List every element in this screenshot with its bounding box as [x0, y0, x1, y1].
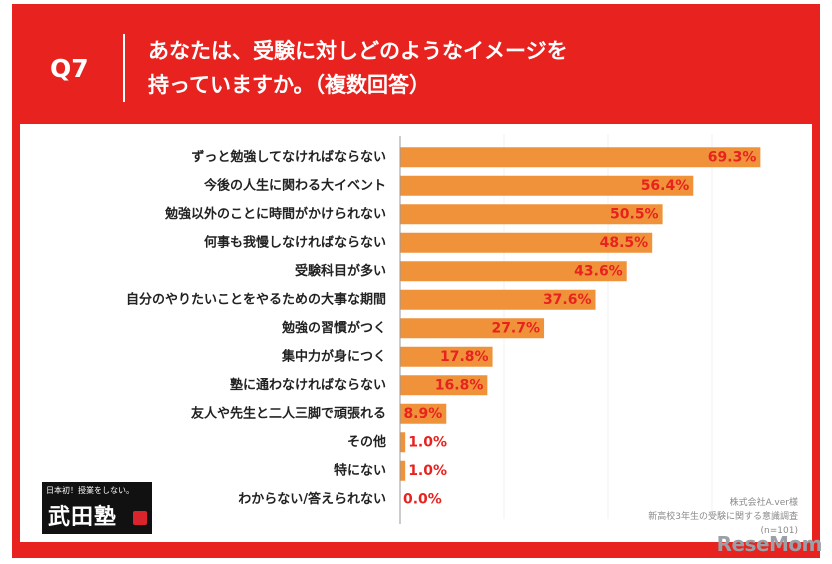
- logo-tagline: 日本初！授業をしない。: [46, 486, 134, 495]
- value-label: 16.8%: [435, 377, 484, 393]
- category-label: わからない/答えられない: [238, 491, 386, 507]
- question-title-line1: あなたは、受験に対しどのようなイメージを: [148, 39, 568, 63]
- bar: [400, 460, 406, 481]
- source-line1: 株式会社A.ver様: [729, 498, 798, 508]
- bar: [400, 346, 493, 367]
- question-title-line2: 持っていますか。（複数回答）: [148, 73, 431, 97]
- category-label: 特にない: [334, 462, 386, 478]
- category-label: 自分のやりたいことをやるための大事な期間: [126, 291, 386, 307]
- logo-seal-icon: [133, 511, 147, 525]
- value-label: 0.0%: [403, 491, 442, 507]
- bar: [400, 147, 761, 168]
- value-label: 27.7%: [491, 320, 540, 336]
- logo-name: 武田塾: [48, 504, 118, 530]
- category-label: 集中力が身につく: [281, 348, 386, 364]
- value-label: 50.5%: [610, 206, 659, 222]
- bar: [400, 289, 596, 310]
- source-note: 株式会社A.ver様 新高校3年生の受験に関する意識調査 (n=101): [648, 496, 798, 538]
- category-label: 塾に通わなければならない: [230, 377, 386, 393]
- brand-logo: 日本初！授業をしない。 武田塾: [42, 482, 152, 534]
- question-number: Q7: [50, 54, 89, 83]
- bar: [400, 261, 627, 282]
- bar: [400, 204, 663, 225]
- value-label: 8.9%: [403, 406, 442, 422]
- value-label: 1.0%: [408, 463, 447, 479]
- bar: [400, 175, 694, 196]
- category-label: その他: [347, 434, 386, 450]
- watermark: ReseMom: [716, 532, 823, 556]
- header-divider: [123, 34, 125, 102]
- category-label: 勉強の習慣がつく: [281, 320, 386, 336]
- category-label: ずっと勉強してなければならない: [191, 149, 386, 165]
- question-title: あなたは、受験に対しどのようなイメージを 持っていますか。（複数回答）: [148, 34, 568, 102]
- source-line2: 新高校3年生の受験に関する意識調査: [648, 512, 798, 522]
- bar: [400, 403, 447, 424]
- category-label: 今後の人生に関わる大イベント: [203, 177, 386, 193]
- survey-frame: Q7 あなたは、受験に対しどのようなイメージを 持っていますか。（複数回答） ず…: [12, 4, 820, 558]
- bar: [400, 432, 406, 453]
- bar: [400, 318, 545, 339]
- bar-chart: ずっと勉強してなければならない 69.3% 今後の人生に関わる大イベント 56.4% 勉…: [126, 134, 817, 524]
- category-label: 何事も我慢しなければならない: [204, 234, 386, 250]
- bar: [400, 232, 653, 253]
- category-label: 受験科目が多い: [295, 263, 386, 279]
- value-label: 17.8%: [440, 349, 489, 365]
- source-sample: (n=101): [760, 526, 798, 536]
- bar: [400, 375, 488, 396]
- value-label: 48.5%: [600, 235, 649, 251]
- chart-panel: ずっと勉強してなければならない 69.3% 今後の人生に関わる大イベント 56.4% 勉…: [20, 124, 817, 542]
- value-label: 69.3%: [708, 149, 757, 165]
- value-label: 1.0%: [408, 434, 447, 450]
- value-label: 43.6%: [574, 263, 623, 279]
- value-label: 56.4%: [641, 178, 690, 194]
- value-label: 37.6%: [543, 292, 592, 308]
- category-label: 友人や先生と二人三脚で頑張れる: [191, 405, 386, 421]
- category-label: 勉強以外のことに時間がかけられない: [164, 206, 386, 222]
